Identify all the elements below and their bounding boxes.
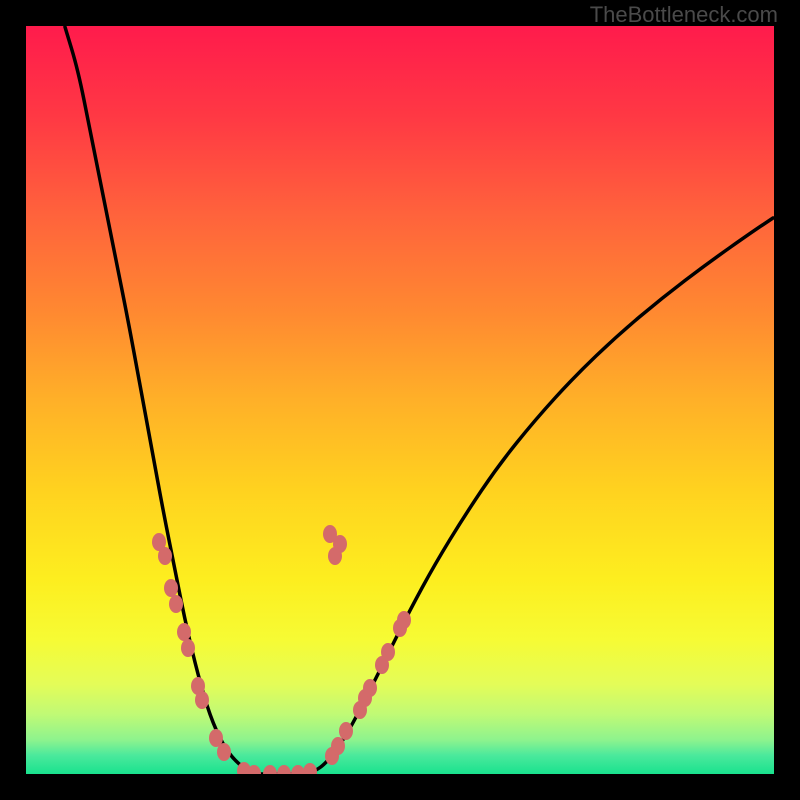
data-marker (169, 595, 183, 613)
data-marker (217, 743, 231, 761)
data-marker (363, 679, 377, 697)
data-marker (181, 639, 195, 657)
data-marker (195, 691, 209, 709)
data-marker (177, 623, 191, 641)
chart-svg: TheBottleneck.com (0, 0, 800, 800)
watermark-text: TheBottleneck.com (590, 2, 778, 27)
bottleneck-chart: TheBottleneck.com (0, 0, 800, 800)
data-marker (331, 737, 345, 755)
data-marker (397, 611, 411, 629)
data-marker (381, 643, 395, 661)
data-marker (158, 547, 172, 565)
data-marker (339, 722, 353, 740)
data-marker (164, 579, 178, 597)
gradient-background (26, 26, 774, 774)
data-marker (328, 547, 342, 565)
